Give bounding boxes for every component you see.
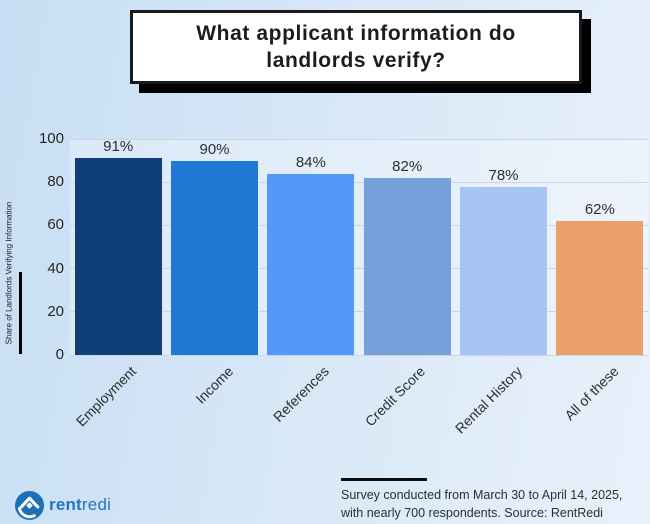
- gridline-40: [70, 268, 648, 270]
- source-text: Survey conducted from March 30 to April …: [341, 486, 622, 522]
- source-text-line-2: with nearly 700 respondents. Source: Ren…: [341, 506, 603, 520]
- bar-references: [267, 173, 355, 355]
- y-tick-label-20: 20: [47, 302, 64, 320]
- bar-value-label-employment: 91%: [103, 138, 134, 156]
- bar-value-label-all-of-these: 62%: [584, 201, 615, 219]
- chart-title-line-2: landlords verify?: [266, 49, 446, 72]
- x-axis-label-all-of-these: All of these: [560, 363, 622, 424]
- source-divider-line: [341, 478, 427, 481]
- gridline-60: [70, 224, 648, 226]
- y-tick-label-60: 60: [47, 216, 64, 234]
- logo-text-redi: redi: [81, 495, 112, 514]
- x-axis-label-employment: Employment: [73, 363, 140, 430]
- x-axis-label-references: References: [270, 363, 333, 425]
- y-axis-accent-bar: [19, 272, 22, 354]
- bar-value-label-references: 84%: [295, 153, 326, 171]
- y-tick-label-100: 100: [38, 130, 64, 147]
- bar-income: [171, 160, 258, 355]
- x-axis-label-credit-score: Credit Score: [362, 363, 429, 430]
- rentredi-logo-icon: [14, 490, 45, 520]
- gridline-100: [70, 138, 648, 140]
- gridline-0: [70, 354, 648, 356]
- bar-value-label-rental-history: 78%: [488, 166, 519, 184]
- rentredi-logo: rentredi: [14, 489, 174, 521]
- gridline-80: [70, 181, 648, 183]
- y-tick-label-0: 0: [55, 346, 64, 363]
- y-tick-label-80: 80: [47, 173, 64, 191]
- chart-title-line-1: What applicant information do: [196, 22, 516, 45]
- bar-value-label-income: 90%: [199, 140, 230, 158]
- bar-all-of-these: [556, 221, 644, 355]
- x-axis-label-income: Income: [192, 363, 236, 407]
- bar-employment: [74, 158, 162, 355]
- logo-text-rent: rent: [49, 495, 82, 514]
- rentredi-logo-text: rentredi: [49, 495, 111, 515]
- x-axis-label-rental-history: Rental History: [451, 363, 525, 437]
- bar-value-label-credit-score: 82%: [392, 157, 423, 175]
- bar-credit-score: [363, 177, 451, 355]
- y-tick-label-40: 40: [47, 259, 64, 277]
- source-text-line-1: Survey conducted from March 30 to April …: [341, 488, 623, 502]
- chart-title-box: What applicant information do landlords …: [130, 10, 582, 84]
- gridline-20: [70, 311, 648, 313]
- plot-area: 91% 90% 84% 82% 78% 62%: [70, 138, 648, 356]
- bar-rental-history: [460, 186, 547, 355]
